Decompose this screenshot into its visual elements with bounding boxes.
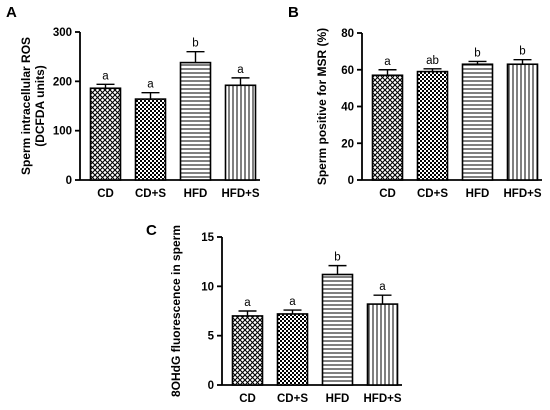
y-tick-label: 0 bbox=[208, 380, 214, 392]
x-category-label: CD+S bbox=[277, 393, 308, 405]
x-category-label: CD+S bbox=[417, 188, 448, 200]
bar-hfd bbox=[179, 61, 212, 181]
x-category-label: HFD+S bbox=[503, 188, 541, 200]
significance-letter: a bbox=[102, 70, 109, 82]
y-tick-label: 80 bbox=[341, 28, 354, 40]
x-category-label: HFD+S bbox=[221, 188, 259, 200]
significance-letter: a bbox=[237, 64, 244, 76]
panel-label: B bbox=[288, 4, 299, 21]
significance-letter: a bbox=[289, 296, 296, 308]
y-tick-label: 20 bbox=[341, 138, 354, 150]
bar-cd-plus-s bbox=[134, 98, 167, 181]
x-category-label: CD+S bbox=[135, 188, 166, 200]
x-category-label: HFD bbox=[466, 188, 490, 200]
x-category-label: HFD+S bbox=[363, 393, 401, 405]
bar-hfd-plus-s bbox=[224, 84, 257, 181]
significance-letter: a bbox=[384, 56, 391, 68]
bar-hfd bbox=[461, 63, 494, 181]
panel-label: C bbox=[146, 222, 157, 239]
significance-letter: b bbox=[519, 46, 525, 58]
x-category-label: CD bbox=[239, 393, 256, 405]
bar-cd bbox=[89, 87, 122, 181]
y-tick-label: 300 bbox=[53, 27, 72, 39]
y-tick-label: 40 bbox=[341, 102, 354, 114]
y-tick-label: 15 bbox=[201, 232, 214, 244]
y-tick-label: 0 bbox=[66, 175, 72, 187]
bar-hfd-plus-s bbox=[506, 63, 539, 181]
panel-label: A bbox=[6, 4, 17, 21]
x-category-label: HFD bbox=[326, 393, 350, 405]
bar-hfd-plus-s bbox=[366, 303, 399, 386]
bar-cd bbox=[371, 74, 404, 181]
significance-letter: ab bbox=[426, 55, 439, 67]
chart-panel-c: C 8OHdG fluorescence in sperm 0 5 10 15 a CD a CD… bbox=[146, 222, 402, 405]
y-axis-label: (DCFDA units) bbox=[33, 65, 47, 147]
y-tick-label: 10 bbox=[201, 281, 214, 293]
bar-cd-plus-s bbox=[416, 70, 449, 181]
y-axis-label: Sperm positive for MSR (%) bbox=[315, 28, 329, 185]
chart-panel-a: A Sperm intracellular ROS (DCFDA units) 0 10… bbox=[6, 4, 260, 200]
bar-cd-plus-s bbox=[276, 313, 309, 386]
significance-letter: b bbox=[474, 47, 480, 59]
y-tick-label: 5 bbox=[208, 331, 215, 343]
x-category-label: HFD bbox=[184, 188, 208, 200]
y-axis-label: 8OHdG fluorescence in sperm bbox=[169, 225, 183, 397]
significance-letter: a bbox=[244, 297, 251, 309]
x-category-label: CD bbox=[97, 188, 114, 200]
bar-cd bbox=[231, 315, 264, 386]
significance-letter: a bbox=[379, 281, 386, 293]
significance-letter: b bbox=[334, 252, 340, 264]
y-tick-label: 0 bbox=[348, 175, 354, 187]
significance-letter: a bbox=[147, 79, 154, 91]
bar-hfd bbox=[321, 273, 354, 386]
x-category-label: CD bbox=[379, 188, 396, 200]
y-tick-label: 200 bbox=[53, 76, 72, 88]
y-tick-label: 60 bbox=[341, 65, 354, 77]
y-tick-label: 100 bbox=[53, 126, 72, 138]
significance-letter: b bbox=[192, 38, 198, 50]
y-axis-label: Sperm intracellular ROS bbox=[19, 37, 33, 175]
chart-panel-b: B Sperm positive for MSR (%) 0 20 40 60 80 a CD a… bbox=[288, 4, 542, 200]
